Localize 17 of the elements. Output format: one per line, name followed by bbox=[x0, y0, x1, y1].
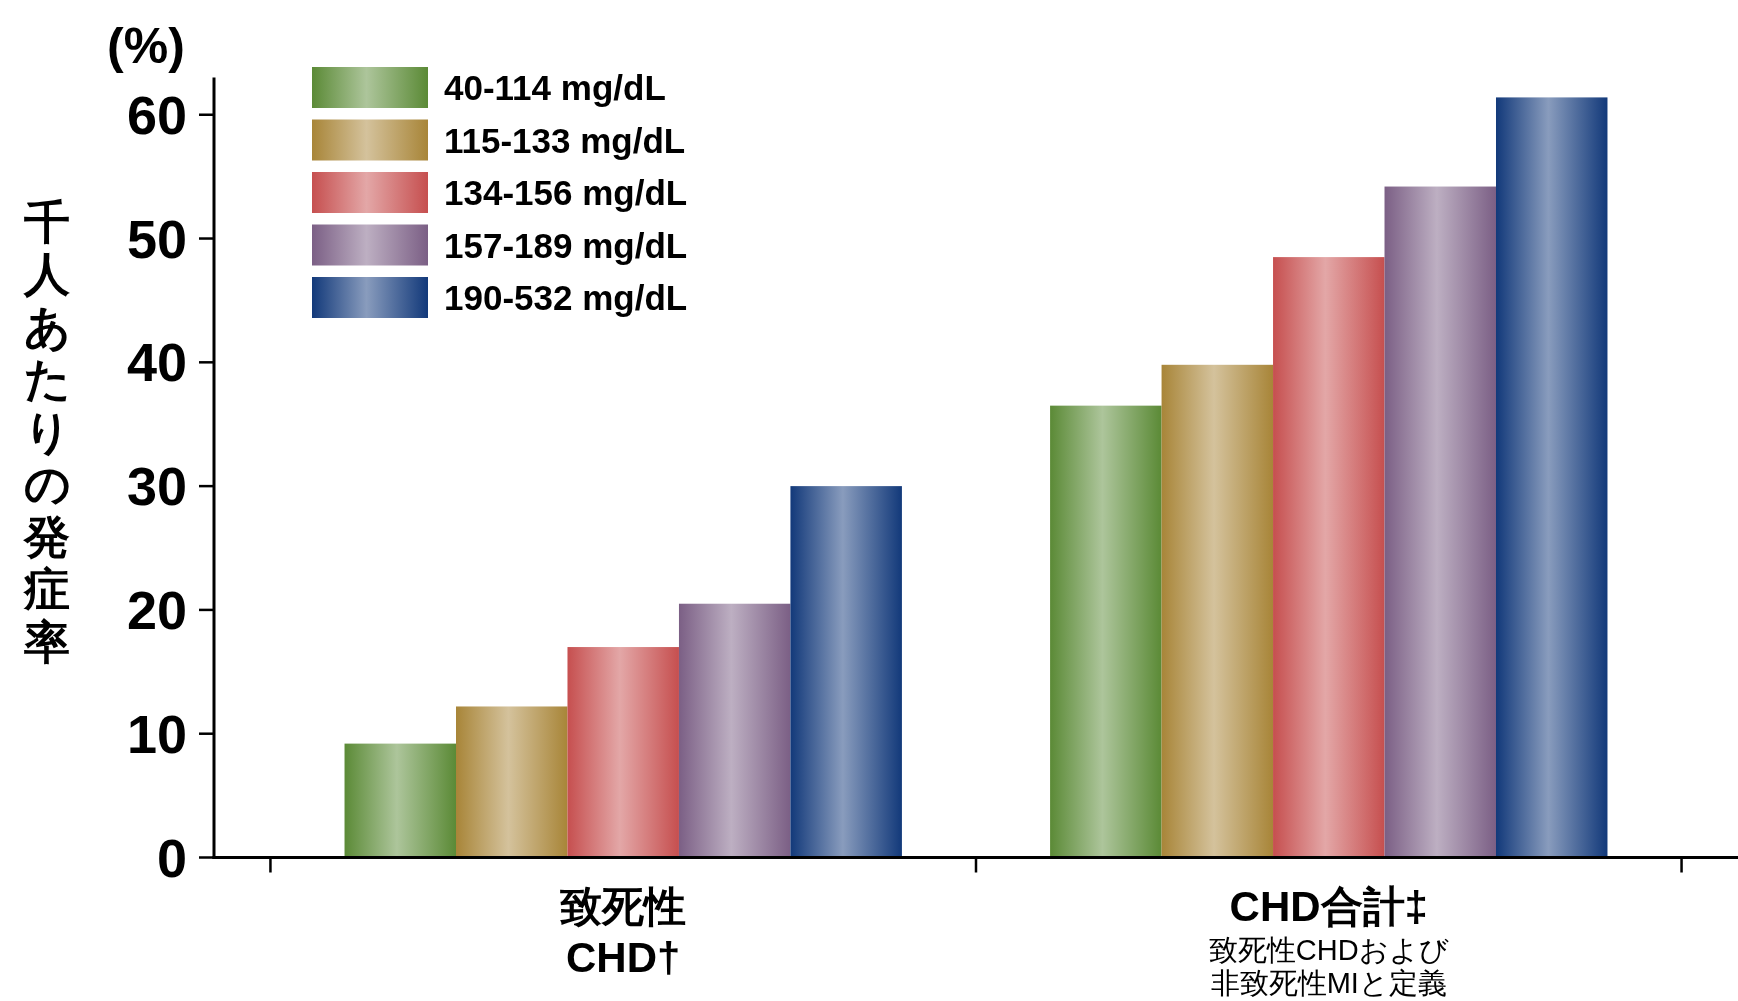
text: 千人あたりの発症率 bbox=[23, 195, 71, 668]
legend-label: 190-532 mg/dL bbox=[444, 278, 688, 317]
legend-label: 115-133 mg/dL bbox=[444, 120, 686, 160]
legend-label: 134-156 mg/dL bbox=[444, 173, 688, 212]
y-tick-label: 0 bbox=[156, 827, 187, 888]
y-tick-label: 40 bbox=[126, 332, 187, 393]
x-tick-label: CHD合計‡ bbox=[1229, 883, 1428, 930]
x-tick-label: 致死性 CHD† bbox=[560, 883, 687, 981]
text: (%) bbox=[107, 18, 185, 74]
y-tick-label: 30 bbox=[126, 456, 187, 517]
legend-label: 40-114 mg/dL bbox=[444, 68, 666, 107]
y-tick-label: 20 bbox=[126, 579, 187, 640]
legend-label: 157-189 mg/dL bbox=[444, 225, 688, 265]
text: 致死性CHDおよび非致死性MIと定義 bbox=[1208, 934, 1449, 999]
y-tick-label: 50 bbox=[126, 208, 187, 269]
y-tick-label: 10 bbox=[126, 703, 187, 764]
y-tick-label: 60 bbox=[126, 84, 187, 145]
